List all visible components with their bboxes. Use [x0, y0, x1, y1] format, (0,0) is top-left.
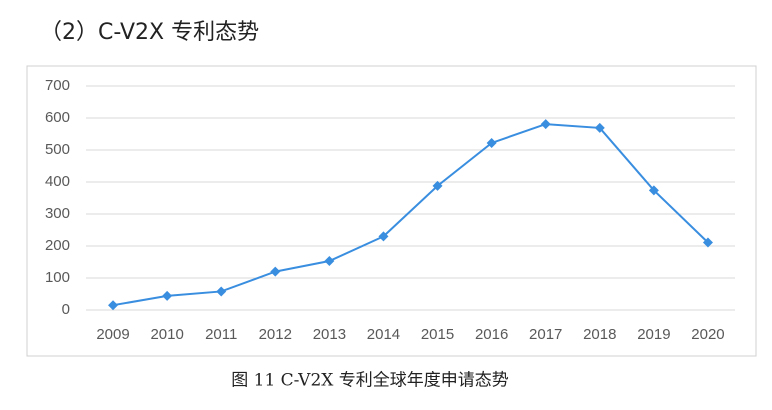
y-tick-label: 0: [62, 301, 70, 318]
x-tick-label: 2010: [150, 326, 183, 343]
marker: [108, 300, 119, 311]
x-tick-label: 2017: [529, 326, 562, 343]
marker: [648, 185, 659, 196]
x-tick-label: 2020: [691, 326, 724, 343]
plot: 0 100 200 300 400 500 600 700 2009 2010 2011 2012 20…: [45, 77, 735, 343]
marker: [162, 290, 173, 301]
x-tick-label: 2009: [96, 326, 129, 343]
marker: [540, 119, 551, 130]
y-tick-label: 600: [45, 109, 70, 126]
y-tick-label: 300: [45, 205, 70, 222]
x-tick-label: 2014: [367, 326, 400, 343]
x-tick-label: 2012: [259, 326, 292, 343]
y-tick-label: 700: [45, 77, 70, 94]
marker: [594, 122, 605, 133]
marker: [486, 137, 497, 148]
x-tick-label: 2019: [637, 326, 670, 343]
x-tick-label: 2018: [583, 326, 616, 343]
x-tick-label: 2011: [205, 326, 237, 343]
marker: [324, 256, 335, 267]
marker: [378, 231, 389, 242]
line: [112, 123, 709, 307]
y-tick-label: 400: [45, 173, 70, 190]
marker: [432, 180, 443, 191]
marker: [702, 237, 713, 248]
x-tick-label: 2016: [475, 326, 508, 343]
y-tick-label: 100: [45, 269, 70, 286]
heading: （2）C-V2X 专利态势: [40, 20, 259, 45]
y-tick-label: 200: [45, 237, 70, 254]
y-tick-label: 500: [45, 141, 70, 158]
marker: [270, 266, 281, 277]
marker: [216, 286, 227, 297]
caption: 图 11 C-V2X 专利全球年度申请态势: [231, 371, 509, 391]
x-tick-label: 2015: [421, 326, 454, 343]
x-tick-label: 2013: [313, 326, 346, 343]
chart-frame: [26, 65, 757, 357]
